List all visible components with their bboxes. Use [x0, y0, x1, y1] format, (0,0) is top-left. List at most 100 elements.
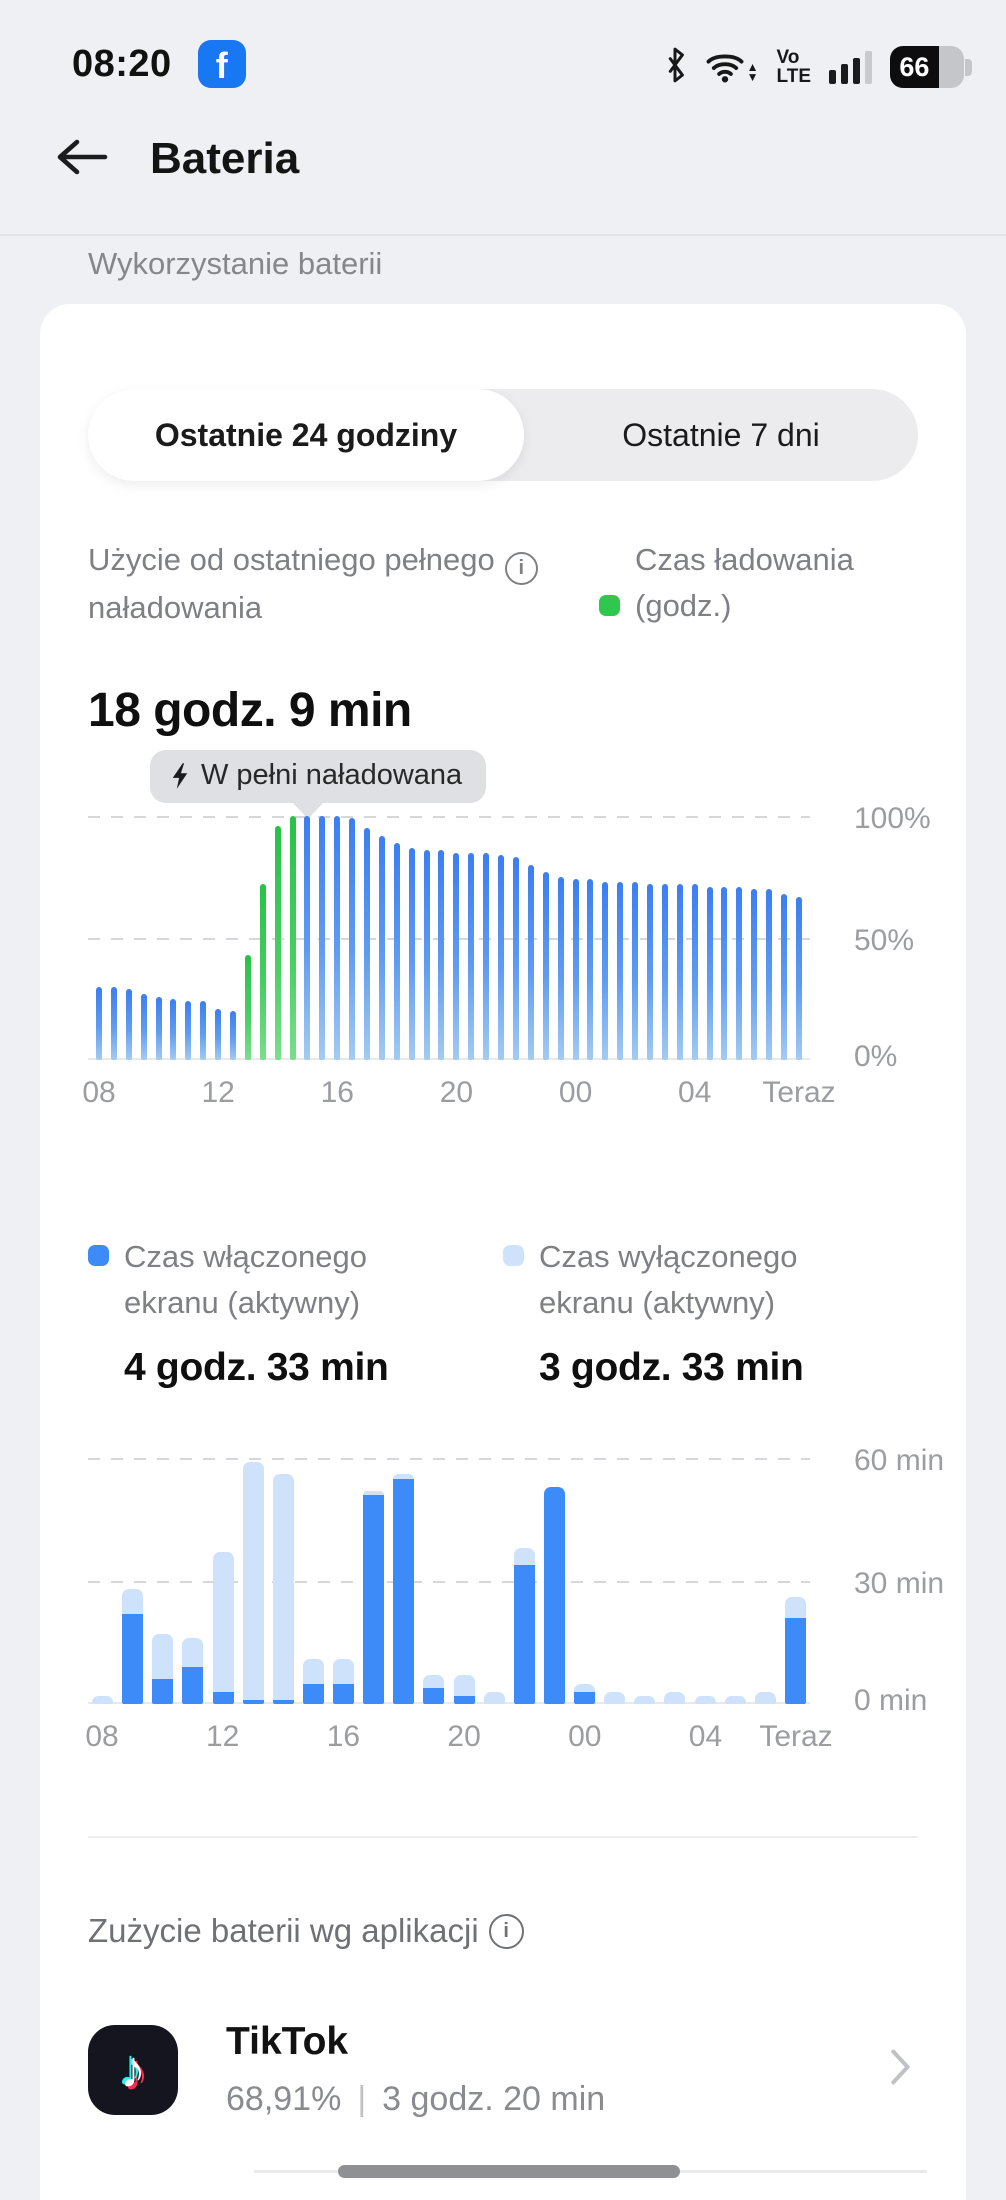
screen-time-bar[interactable]: [302, 1458, 324, 1704]
screen-time-bar[interactable]: [754, 1458, 776, 1704]
screen-time-bar[interactable]: [543, 1458, 565, 1704]
charging-bar[interactable]: [244, 955, 251, 1060]
screen-on-segment: [513, 1564, 535, 1704]
battery-level-bar[interactable]: [170, 999, 177, 1060]
screen-time-bar[interactable]: [784, 1458, 806, 1704]
screen-time-bar[interactable]: [152, 1458, 174, 1704]
app-usage-time: 3 godz. 20 min: [382, 2080, 606, 2118]
app-row-tiktok[interactable]: ♪ TikTok 68,91% | 3 godz. 20 min: [88, 2020, 918, 2119]
screen-time-bar[interactable]: [212, 1458, 234, 1704]
battery-level-bar[interactable]: [110, 986, 117, 1060]
screen-time-bar[interactable]: [423, 1458, 445, 1704]
battery-level-bar[interactable]: [125, 989, 132, 1060]
screen-time-bar[interactable]: [483, 1458, 505, 1704]
screen-time-bar[interactable]: [453, 1458, 475, 1704]
battery-level-bar[interactable]: [602, 881, 609, 1060]
screen-time-bar[interactable]: [333, 1458, 354, 1704]
facebook-notification-icon: f: [197, 40, 246, 88]
charging-bar[interactable]: [289, 816, 296, 1060]
battery-level-bar[interactable]: [378, 835, 385, 1060]
battery-level-bar[interactable]: [483, 852, 490, 1060]
battery-level-bar[interactable]: [453, 852, 460, 1060]
screen-off-segment: [664, 1691, 686, 1704]
battery-chart-bars: [88, 816, 810, 1060]
battery-level-bar[interactable]: [349, 818, 356, 1060]
apps-info-icon[interactable]: i: [488, 1913, 524, 1949]
battery-level-bar[interactable]: [185, 1001, 192, 1060]
battery-level-bar[interactable]: [736, 886, 743, 1060]
battery-level-bar[interactable]: [200, 1001, 207, 1060]
battery-level-bar[interactable]: [96, 986, 102, 1060]
battery-level-bar[interactable]: [751, 889, 758, 1060]
screen-time-bar[interactable]: [694, 1458, 716, 1704]
battery-level-bar[interactable]: [661, 884, 668, 1060]
battery-level-bar[interactable]: [691, 884, 698, 1060]
screen-time-bar[interactable]: [513, 1458, 535, 1704]
screen-off-segment: [363, 1490, 385, 1495]
battery-level-bar[interactable]: [617, 881, 624, 1060]
screen-time-bar[interactable]: [604, 1458, 626, 1704]
screen-off-segment: [152, 1634, 174, 1680]
battery-level-bar[interactable]: [393, 842, 400, 1060]
chevron-right-icon[interactable]: [890, 2048, 912, 2091]
battery-level-bar[interactable]: [780, 894, 787, 1060]
battery-level-bar[interactable]: [155, 996, 162, 1060]
screen-time-bar[interactable]: [634, 1458, 656, 1704]
battery-level-bar[interactable]: [215, 1008, 222, 1060]
gridline-60min: [88, 1458, 810, 1460]
axis-tick-label: 12: [206, 1720, 240, 1753]
battery-level-bar[interactable]: [721, 886, 728, 1060]
battery-level-bar[interactable]: [468, 852, 475, 1060]
tab-last-24-hours[interactable]: Ostatnie 24 godziny: [88, 389, 524, 481]
screen-time-bar[interactable]: [182, 1458, 204, 1704]
screen-off-segment: [453, 1675, 475, 1696]
scrollbar-thumb[interactable]: [338, 2165, 680, 2178]
charging-bar[interactable]: [274, 825, 281, 1060]
status-bar: 08:20 f ▲ ▼ Vo LTE: [0, 0, 1006, 94]
battery-level-bar[interactable]: [542, 872, 549, 1060]
battery-level-bar[interactable]: [230, 1011, 237, 1060]
screen-time-bar[interactable]: [393, 1458, 415, 1704]
screen-time-bar[interactable]: [664, 1458, 686, 1704]
screen-time-bar[interactable]: [574, 1458, 595, 1704]
screen-time-bar[interactable]: [724, 1458, 746, 1704]
gridline-30min: [88, 1581, 810, 1583]
battery-level-bar[interactable]: [706, 886, 713, 1060]
screen-off-segment: [272, 1474, 294, 1700]
battery-level-bar[interactable]: [646, 884, 653, 1060]
screen-time-bar[interactable]: [272, 1458, 294, 1704]
time-range-tabs: Ostatnie 24 godziny Ostatnie 7 dni: [88, 389, 918, 481]
battery-level-bar[interactable]: [766, 889, 773, 1060]
battery-level-bar[interactable]: [572, 879, 579, 1060]
battery-level-bar[interactable]: [140, 994, 147, 1060]
screen-off-segment: [242, 1462, 264, 1700]
battery-level-bar[interactable]: [408, 847, 415, 1060]
screen-off-segment: [302, 1658, 324, 1684]
screen-off-segment: [333, 1658, 354, 1684]
battery-level-bar[interactable]: [676, 884, 683, 1060]
battery-level-bar[interactable]: [334, 816, 341, 1060]
screen-time-bar[interactable]: [92, 1458, 113, 1704]
battery-level-bar[interactable]: [527, 864, 534, 1060]
battery-level-bar[interactable]: [319, 816, 326, 1060]
gridline-0: [88, 1058, 810, 1060]
screen-on-value: 4 godz. 33 min: [124, 1346, 389, 1389]
battery-level-bar[interactable]: [587, 879, 594, 1060]
battery-level-bar[interactable]: [423, 850, 430, 1060]
back-button[interactable]: [52, 136, 110, 183]
battery-level-bar[interactable]: [557, 877, 564, 1060]
charging-bar[interactable]: [259, 884, 266, 1060]
screen-off-segment: [784, 1597, 806, 1618]
battery-level-bar[interactable]: [364, 828, 371, 1060]
screen-time-bar[interactable]: [363, 1458, 385, 1704]
battery-level-bar[interactable]: [498, 855, 505, 1060]
screen-time-bar[interactable]: [242, 1458, 264, 1704]
battery-level-bar[interactable]: [632, 881, 639, 1060]
tab-last-7-days[interactable]: Ostatnie 7 dni: [622, 416, 820, 453]
battery-level-bar[interactable]: [438, 850, 445, 1060]
battery-level-bar[interactable]: [512, 857, 519, 1060]
screen-time-bar[interactable]: [122, 1458, 144, 1704]
battery-level-bar[interactable]: [795, 896, 802, 1060]
usage-info-icon[interactable]: i: [504, 551, 538, 585]
battery-level-bar[interactable]: [304, 816, 311, 1060]
